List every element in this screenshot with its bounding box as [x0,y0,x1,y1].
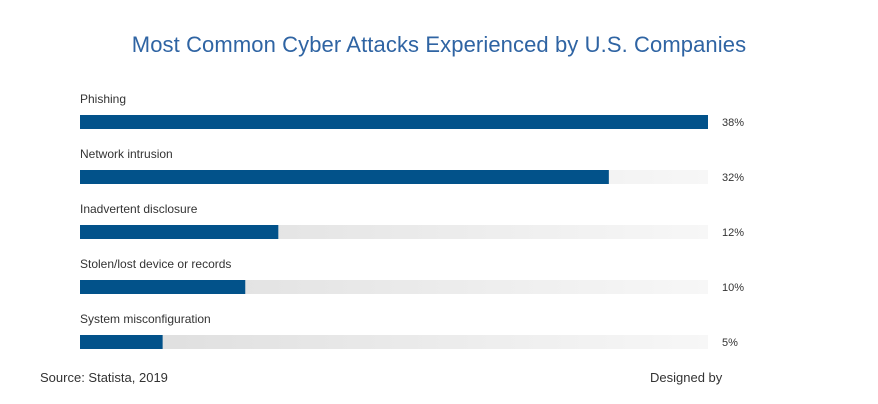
value-label-phishing: 38% [722,117,744,129]
value-label-inadvertent-disclosure: 12% [722,227,744,239]
bar-network-intrusion [80,170,609,184]
bar-stolen-lost-device-or-records [80,280,246,294]
designed-by-note: Designed by [650,370,723,385]
bar-track-system-misconfiguration [80,335,708,349]
category-label-system-misconfiguration: System misconfiguration [80,312,211,326]
bar-system-misconfiguration [80,335,163,349]
category-label-inadvertent-disclosure: Inadvertent disclosure [80,202,198,216]
value-label-network-intrusion: 32% [722,172,744,184]
bar-phishing [80,115,708,129]
category-label-network-intrusion: Network intrusion [80,147,173,161]
bar-inadvertent-disclosure [80,225,279,239]
chart-title: Most Common Cyber Attacks Experienced by… [131,32,747,57]
value-label-system-misconfiguration: 5% [722,337,738,349]
value-label-stolen-lost-device-or-records: 10% [722,282,744,294]
category-label-stolen-lost-device-or-records: Stolen/lost device or records [80,257,231,271]
category-label-phishing: Phishing [80,92,126,106]
source-note: Source: Statista, 2019 [40,370,168,385]
